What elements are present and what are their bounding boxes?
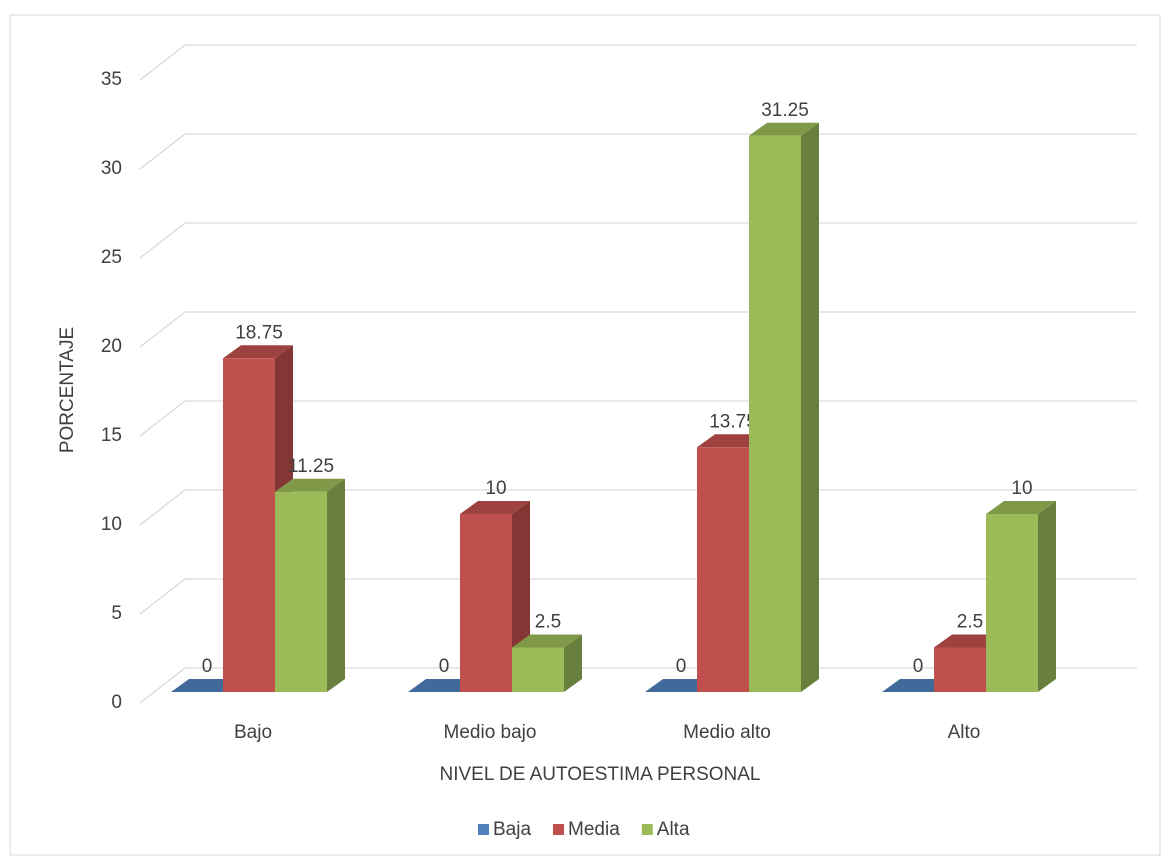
bar-top [986,501,1056,514]
y-axis-title: PORCENTAJE [57,327,78,453]
data-label: 0 [439,656,450,677]
data-label: 18.75 [235,322,283,343]
bar [275,491,327,692]
bar [223,358,275,692]
y-tick-label: 35 [101,69,122,90]
data-label: 2.5 [957,612,983,633]
y-tick-label: 5 [111,603,122,624]
legend-swatch [553,824,565,835]
data-label: 0 [202,656,213,677]
data-label: 10 [1011,478,1032,499]
legend-label: Alta [657,819,690,840]
bar [986,514,1038,692]
x-tick-label: Bajo [234,722,272,743]
bar [749,135,801,692]
data-label: 13.75 [709,411,757,432]
bar-top [512,634,582,648]
data-label: 0 [676,656,687,677]
y-tick-label: 25 [101,247,122,268]
grid-line [139,222,1137,259]
bar-side [801,122,819,692]
y-tick-label: 30 [101,158,122,179]
grid-line [139,667,1137,704]
bar-side [564,634,582,692]
legend-label: Media [568,819,620,840]
chart-frame [9,14,1161,856]
bar-top [223,345,293,359]
legend-swatch [641,824,653,835]
data-label: 0 [913,656,924,677]
y-tick-label: 15 [101,425,122,446]
grid-line [139,489,1137,526]
data-label: 10 [485,478,506,499]
bar [460,514,512,692]
data-label: 11.25 [288,456,334,477]
y-tick-label: 20 [101,336,122,357]
bar-side [1038,501,1056,692]
legend-swatch [478,824,489,835]
bar-top [460,501,530,514]
grid-line [139,311,1137,348]
bar [934,647,986,692]
grid-line [139,133,1137,170]
x-tick-label: Medio alto [683,722,771,743]
x-tick-label: Medio bajo [444,722,537,743]
legend-label: Baja [493,819,531,840]
y-tick-label: 0 [111,692,122,713]
y-tick-label: 10 [101,514,122,535]
bar [512,647,564,692]
bar-top [275,478,345,492]
data-label: 31.25 [761,100,809,121]
x-axis-title: NIVEL DE AUTOESTIMA PERSONAL [440,764,761,785]
x-tick-label: Alto [948,722,981,743]
bar-side [327,478,345,692]
bar [697,447,749,692]
grid-line [139,44,1137,81]
bar-top [749,122,819,136]
grid-line [139,578,1137,615]
data-label: 2.5 [535,612,561,633]
grid-line [139,400,1137,437]
